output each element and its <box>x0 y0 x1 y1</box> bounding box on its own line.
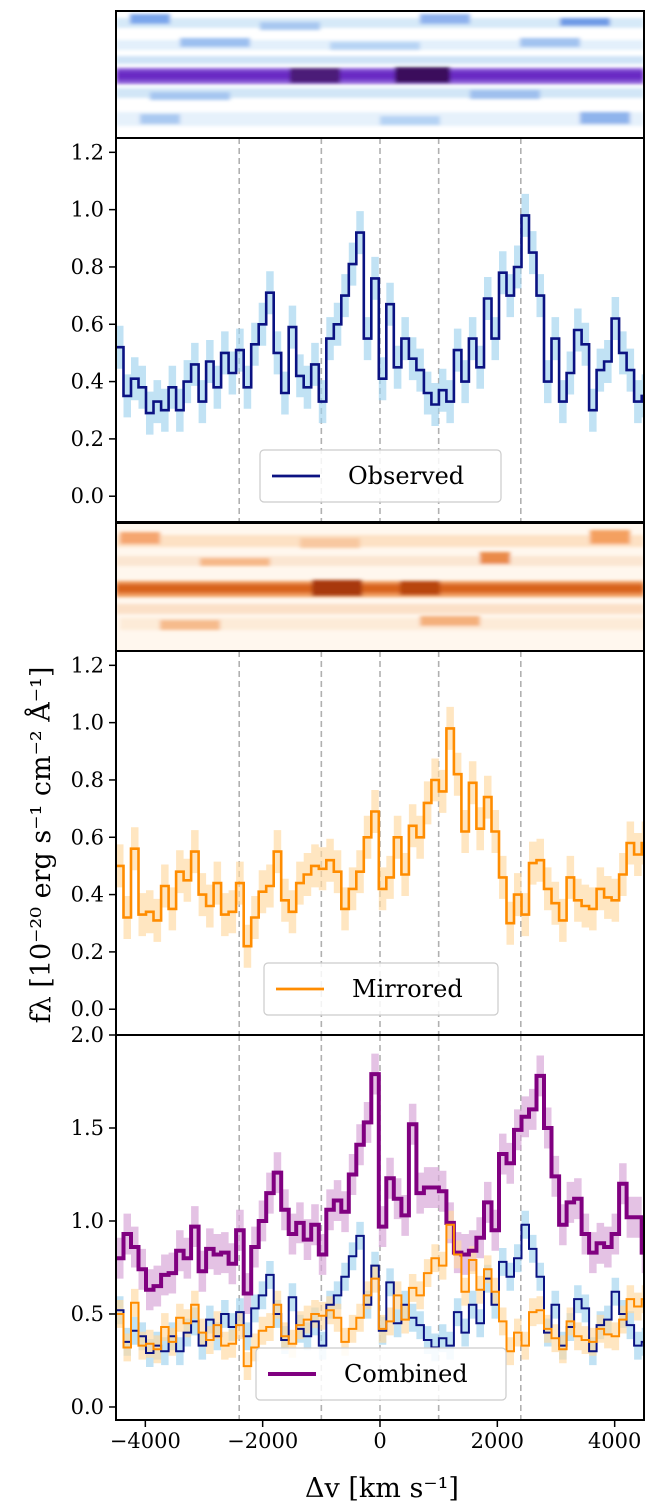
mirrored-series-line <box>116 1223 644 1368</box>
y-tick-label: 1.2 <box>71 140 104 164</box>
y-tick-label: 0.0 <box>71 1395 104 1419</box>
y-tick-label: 1.0 <box>71 1209 104 1233</box>
mirrored-error-band <box>116 1210 644 1380</box>
observed-2d-spectrum-image <box>116 11 644 138</box>
y-tick-label: 0.8 <box>71 255 104 279</box>
mirrored-error-band <box>116 706 644 968</box>
legend: Mirrored <box>263 962 499 1016</box>
y-tick-label: 1.0 <box>71 198 104 222</box>
y-tick-label: 0.8 <box>71 768 104 792</box>
mirrored-2d-spectrum-image <box>116 523 644 651</box>
y-tick-label: 0.4 <box>71 370 104 394</box>
y-tick-label: 0.6 <box>71 825 104 849</box>
x-tick-label: 0 <box>373 1429 386 1453</box>
observed-series-line <box>116 214 644 415</box>
y-tick-label: 1.5 <box>71 1116 104 1140</box>
y-tick-label: 0.5 <box>71 1302 104 1326</box>
observed-panel: 0.0 0.2 0.4 0.6 0.8 1.0 1.2 Observed <box>71 137 645 523</box>
y-tick-label: 0.6 <box>71 312 104 336</box>
legend: Observed <box>259 449 502 503</box>
x-tick-label: −4000 <box>110 1429 181 1453</box>
observed-error-band <box>116 1210 644 1367</box>
y-tick-label: 0.2 <box>71 940 104 964</box>
legend-box <box>255 1347 507 1401</box>
x-tick-label: 2000 <box>471 1429 524 1453</box>
y-tick-label: 2.0 <box>71 1023 104 1047</box>
y-tick-label: 1.2 <box>71 653 104 677</box>
legend-label: Combined <box>344 1360 468 1388</box>
combined-series-line <box>116 1072 644 1296</box>
x-axis-label: Δv [km s⁻¹] <box>305 1473 459 1504</box>
y-tick-label: 0.4 <box>71 883 104 907</box>
observed-series-line <box>116 1223 644 1354</box>
y-axis-label: fλ [10⁻²⁰ erg s⁻¹ cm⁻² Å⁻¹] <box>24 667 57 1024</box>
legend-box <box>263 962 499 1016</box>
y-tick-label: 0.2 <box>71 427 104 451</box>
legend-box <box>259 449 502 503</box>
legend: Combined <box>255 1347 507 1401</box>
y-tick-label: 1.0 <box>71 711 104 735</box>
x-tick-label: 4000 <box>588 1429 641 1453</box>
x-axis-ticks: −4000 −2000 0 2000 4000 <box>110 1429 642 1453</box>
legend-label: Mirrored <box>352 975 463 1003</box>
mirrored-series-line <box>116 727 644 948</box>
plot-area <box>116 1035 644 1420</box>
panel-frame <box>115 137 645 523</box>
combined-error-band <box>116 1053 644 1314</box>
mirrored-panel: 0.0 0.2 0.4 0.6 0.8 1.0 1.2 Mirrored <box>71 650 645 1036</box>
observed-error-band <box>116 193 644 435</box>
x-tick-label: −2000 <box>227 1429 298 1453</box>
combined-panel: 0.0 0.5 1.0 1.5 2.0 Combined <box>71 1023 645 1427</box>
y-tick-label: 0.0 <box>71 997 104 1021</box>
y-tick-label: 0.0 <box>71 484 104 508</box>
legend-label: Observed <box>348 462 464 490</box>
